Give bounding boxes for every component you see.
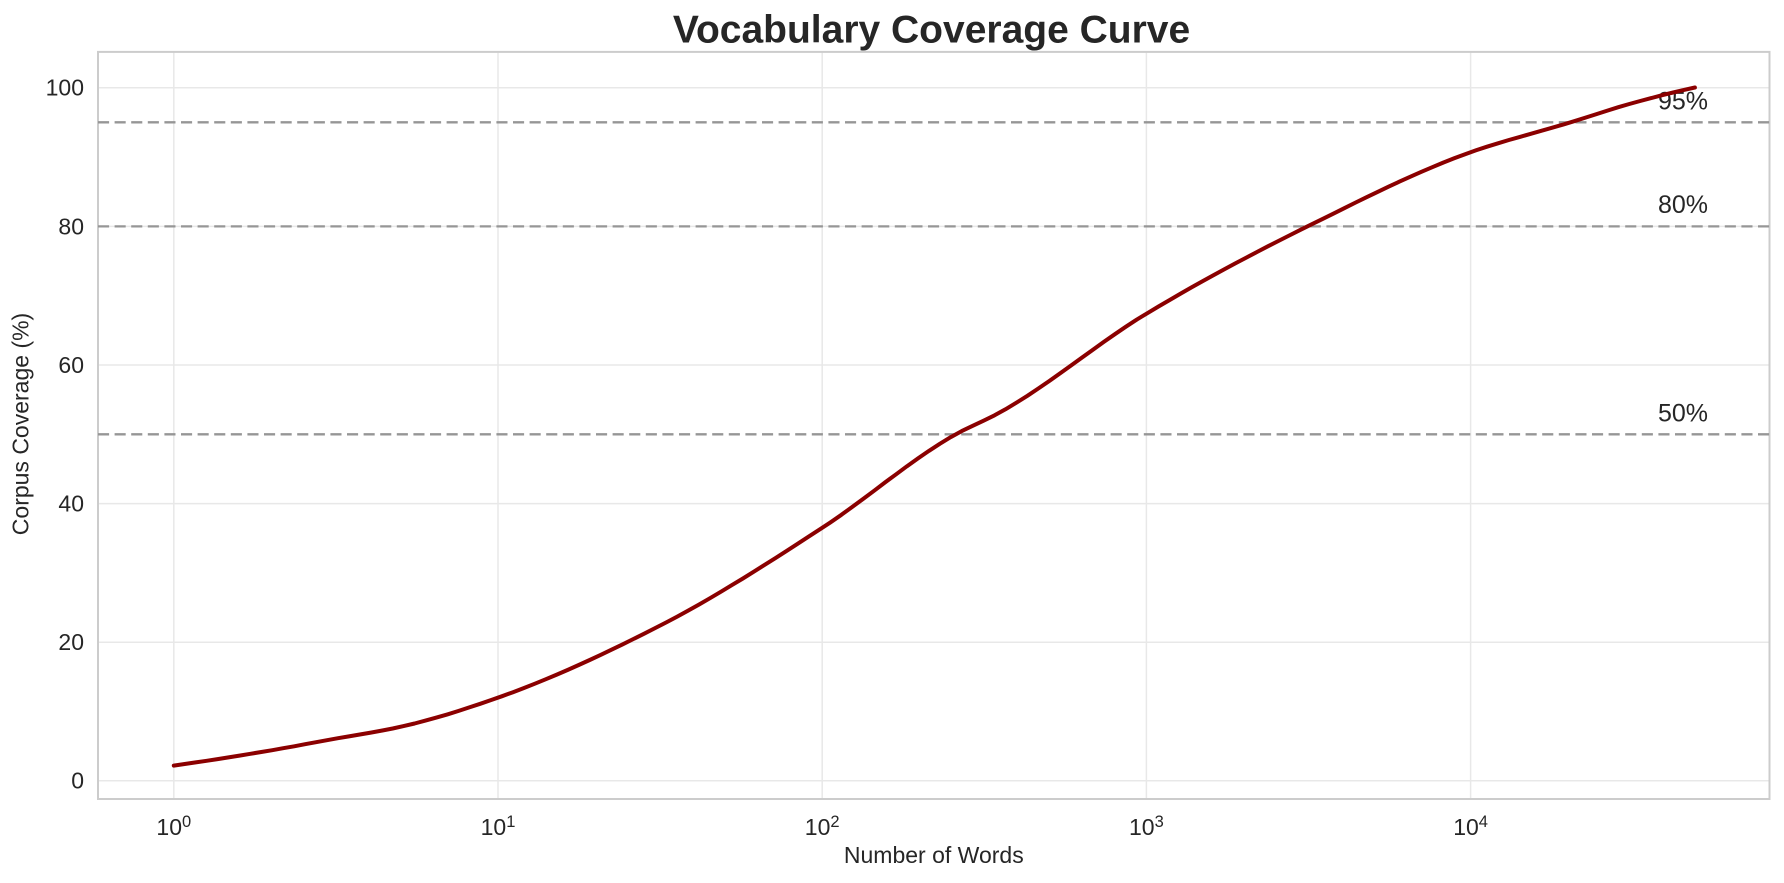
svg-text:100: 100: [156, 813, 191, 840]
svg-text:50%: 50%: [1658, 399, 1708, 427]
svg-text:20: 20: [58, 629, 84, 655]
svg-text:Corpus Coverage (%): Corpus Coverage (%): [8, 313, 34, 535]
svg-text:Number of Words: Number of Words: [844, 842, 1024, 868]
svg-text:100: 100: [46, 75, 84, 101]
svg-text:40: 40: [58, 491, 84, 517]
svg-text:Vocabulary Coverage Curve: Vocabulary Coverage Curve: [673, 8, 1190, 51]
svg-text:80%: 80%: [1658, 191, 1708, 219]
svg-text:80: 80: [58, 213, 84, 239]
svg-text:102: 102: [805, 813, 840, 840]
svg-text:104: 104: [1453, 813, 1488, 840]
svg-text:103: 103: [1129, 813, 1164, 840]
svg-text:101: 101: [481, 813, 516, 840]
svg-text:60: 60: [58, 352, 84, 378]
svg-text:0: 0: [71, 768, 84, 794]
